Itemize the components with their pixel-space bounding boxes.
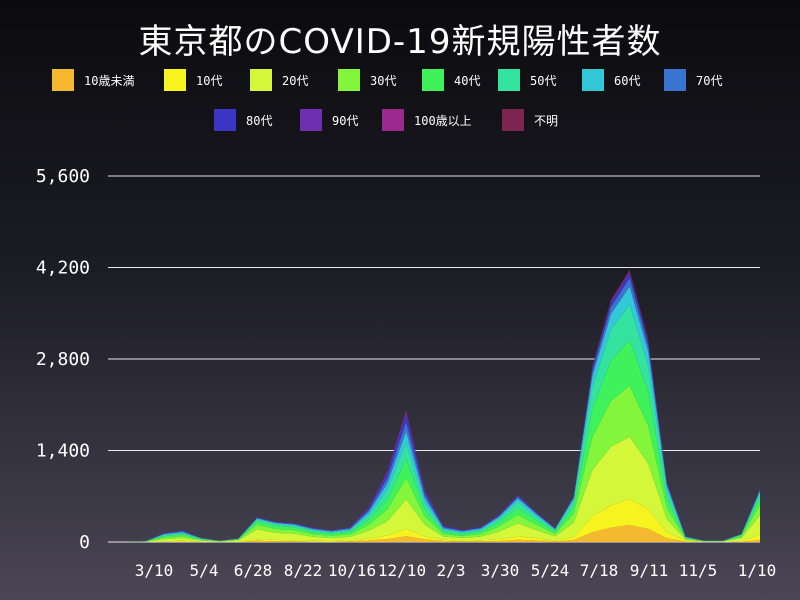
legend-label: 不明: [534, 113, 559, 128]
legend-swatch: [582, 69, 604, 91]
x-tick-label: 5/24: [531, 561, 570, 580]
legend-label: 90代: [332, 113, 359, 128]
x-tick-label: 2/3: [437, 561, 466, 580]
legend-row-1: 10歳未満 10代 20代 30代 40代 50代 60代 70代: [0, 68, 800, 92]
x-tick-label: 10/16: [328, 561, 376, 580]
legend-swatch: [338, 69, 360, 91]
legend-item: 100歳以上: [382, 108, 472, 132]
legend-item: 50代: [498, 68, 556, 92]
x-tick-label: 8/22: [284, 561, 323, 580]
legend-item: 20代: [250, 68, 308, 92]
legend-label: 100歳以上: [414, 113, 472, 128]
x-tick-label: 9/11: [630, 561, 669, 580]
legend-item: 30代: [338, 68, 396, 92]
series-area: [108, 525, 760, 542]
legend-item: 40代: [422, 68, 480, 92]
legend-item: 不明: [502, 108, 558, 132]
y-tick-label: 4,200: [36, 258, 90, 279]
legend-label: 40代: [454, 73, 481, 88]
x-tick-label: 6/28: [234, 561, 273, 580]
legend-label: 30代: [370, 73, 397, 88]
x-tick-label: 7/18: [580, 561, 619, 580]
legend-label: 50代: [530, 73, 557, 88]
chart-title: 東京都のCOVID-19新規陽性者数: [138, 22, 662, 62]
series-area: [108, 436, 760, 542]
legend-label: 70代: [696, 73, 723, 88]
legend-swatch: [502, 109, 524, 131]
y-tick-label: 1,400: [36, 441, 90, 462]
legend-swatch: [52, 69, 74, 91]
y-tick-label: 2,800: [36, 349, 90, 370]
legend-item: 10代: [164, 68, 222, 92]
legend-row-2: 80代 90代 100歳以上 不明: [0, 108, 800, 132]
legend-label: 60代: [614, 73, 641, 88]
legend-swatch: [214, 109, 236, 131]
x-tick-label: 3/10: [135, 561, 174, 580]
x-tick-label: 5/4: [190, 561, 219, 580]
legend-item: 80代: [214, 108, 272, 132]
legend-label: 80代: [246, 113, 273, 128]
legend-label: 10代: [196, 73, 223, 88]
legend-swatch: [382, 109, 404, 131]
legend-swatch: [422, 69, 444, 91]
legend-swatch: [498, 69, 520, 91]
y-tick-label: 0: [79, 532, 90, 553]
x-tick-label: 12/10: [378, 561, 426, 580]
legend-swatch: [250, 69, 272, 91]
legend-item: 70代: [664, 68, 722, 92]
x-tick-label: 11/5: [679, 561, 718, 580]
y-tick-label: 5,600: [36, 166, 90, 187]
legend-item: 10歳未満: [52, 68, 134, 92]
legend-item: 60代: [582, 68, 640, 92]
legend-item: 90代: [300, 108, 358, 132]
x-tick-label: 1/10: [738, 561, 777, 580]
legend-swatch: [164, 69, 186, 91]
legend-swatch: [300, 109, 322, 131]
legend-label: 20代: [282, 73, 309, 88]
series-area: [108, 498, 760, 542]
x-tick-label: 3/30: [481, 561, 520, 580]
legend-label: 10歳未満: [84, 73, 135, 88]
legend-swatch: [664, 69, 686, 91]
